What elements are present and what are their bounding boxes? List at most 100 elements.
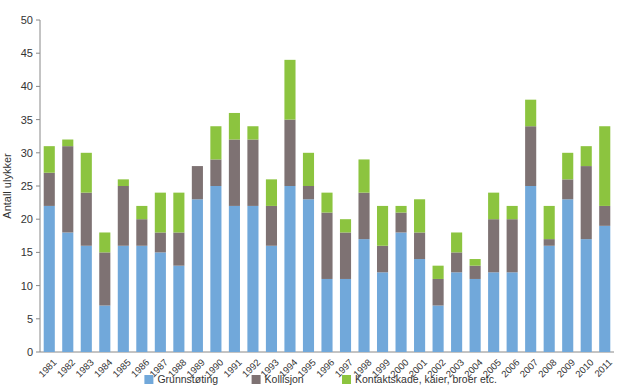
bar-segment (173, 193, 184, 233)
bar-segment (488, 272, 499, 352)
bar-segment (507, 219, 518, 272)
bar-segment (414, 199, 425, 232)
bar-segment (581, 239, 592, 352)
legend-label: Kontaktskade, kaier, broer etc. (355, 373, 497, 385)
y-tick-label: 15 (21, 246, 33, 258)
y-tick (36, 119, 40, 120)
bar-segment (44, 173, 55, 206)
bar-segment (488, 193, 499, 220)
bar-segment (507, 272, 518, 352)
bar-segment (358, 239, 369, 352)
bar-segment (377, 206, 388, 246)
bar-segment (136, 246, 147, 352)
bar-segment (451, 252, 462, 272)
bar-segment (192, 199, 203, 352)
bar-segment (562, 179, 573, 199)
y-tick-label: 25 (21, 180, 33, 192)
legend-swatch (252, 375, 261, 384)
bar-segment (136, 219, 147, 246)
bar-segment (136, 206, 147, 219)
y-tick-label: 0 (27, 346, 33, 358)
bar-segment (451, 272, 462, 352)
bar-segment (599, 126, 610, 206)
legend-label: Grunnstøting (157, 373, 218, 385)
y-tick (36, 219, 40, 220)
bar-segment (62, 146, 73, 232)
bar-segment (599, 226, 610, 352)
bar-segment (229, 113, 240, 140)
bar-segment (321, 193, 332, 213)
bar-segment (340, 279, 351, 352)
bar-segment (81, 153, 92, 193)
bar-segment (266, 179, 277, 206)
y-tick-label: 45 (21, 47, 33, 59)
y-tick (36, 20, 40, 21)
bar-segment (303, 153, 314, 186)
y-tick (36, 285, 40, 286)
bar-segment (358, 193, 369, 239)
bar-segment (396, 206, 407, 213)
y-tick-label: 50 (21, 14, 33, 26)
bar-segment (525, 186, 536, 352)
bar-segment (377, 246, 388, 273)
bar-segment (488, 219, 499, 272)
bar-segment (562, 199, 573, 352)
bar-segment (414, 259, 425, 352)
bar-segment (210, 186, 221, 352)
bar-segment (210, 159, 221, 186)
bar-segment (358, 159, 369, 192)
bar-segment (99, 306, 110, 352)
bar-segment (192, 166, 203, 199)
y-tick (36, 318, 40, 319)
bar-segment (433, 266, 444, 279)
bar-segment (581, 166, 592, 239)
bar-segment (451, 232, 462, 252)
bar-segment (562, 153, 573, 180)
bar-segment (340, 232, 351, 278)
legend: GrunnstøtingKollisjonKontaktskade, kaier… (144, 373, 496, 385)
bar-segment (525, 126, 536, 186)
x-tick-label: 1982 (55, 357, 78, 380)
bar-segment (321, 279, 332, 352)
bar-segment (284, 120, 295, 186)
bars (44, 60, 611, 352)
bar-segment (544, 246, 555, 352)
bar-segment (44, 146, 55, 173)
x-tick-label: 1991 (221, 357, 244, 380)
bar-segment (470, 266, 481, 279)
y-tick-label: 35 (21, 114, 33, 126)
y-tick (36, 86, 40, 87)
x-tick-label: 1985 (110, 357, 133, 380)
bar-segment (284, 186, 295, 352)
bar-segment (192, 166, 203, 167)
bar-segment (229, 206, 240, 352)
bar-segment (118, 246, 129, 352)
bar-segment (247, 206, 258, 352)
bar-segment (377, 272, 388, 352)
bar-segment (414, 232, 425, 259)
bar-segment (155, 193, 166, 233)
x-tick-label: 1984 (92, 357, 115, 380)
x-tick-label: 1981 (36, 357, 59, 380)
bar-segment (155, 252, 166, 352)
x-tick-label: 2008 (536, 357, 559, 380)
x-tick-label: 2011 (592, 357, 614, 379)
x-tick-label: 2009 (554, 357, 577, 380)
bar-segment (62, 140, 73, 147)
bar-segment (99, 252, 110, 305)
bar-segment (247, 140, 258, 206)
bar-segment (581, 146, 592, 166)
bar-segment (284, 60, 295, 120)
x-tick-label: 1983 (73, 357, 96, 380)
bar-segment (303, 199, 314, 352)
bar-segment (525, 100, 536, 127)
bar-segment (599, 206, 610, 226)
bar-segment (173, 232, 184, 265)
bar-segment (118, 179, 129, 186)
bar-segment (173, 266, 184, 352)
bar-segment (396, 213, 407, 233)
y-axis-title: Antall ulykker (1, 153, 13, 219)
bar-segment (266, 246, 277, 352)
bar-segment (433, 279, 444, 306)
y-tick-label: 10 (21, 280, 33, 292)
